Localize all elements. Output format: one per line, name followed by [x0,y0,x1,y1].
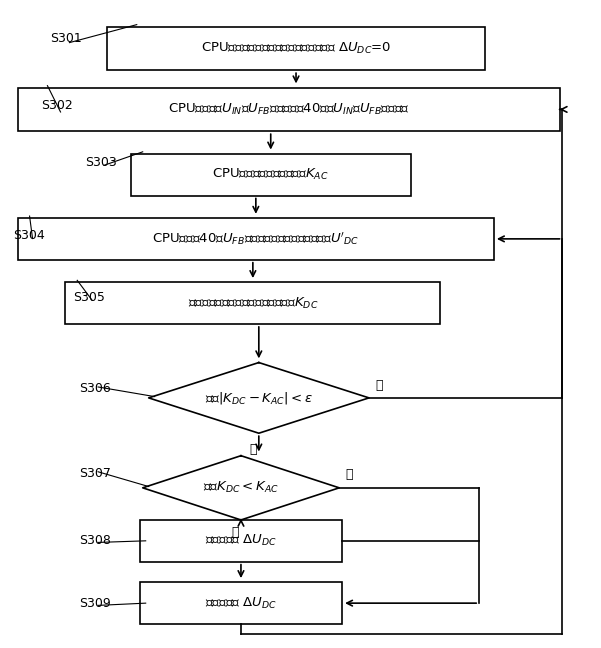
Text: 计算当前反馈网络偏置电压衰减系数$K_{DC}$: 计算当前反馈网络偏置电压衰减系数$K_{DC}$ [188,295,318,310]
Text: 是: 是 [231,526,239,539]
Text: 判断$|K_{DC}-K_{AC}|<\varepsilon$: 判断$|K_{DC}-K_{AC}|<\varepsilon$ [205,390,313,406]
Text: CPU控制偏置补偿生成模块输出补偿电压 $\Delta U_{DC}$=0: CPU控制偏置补偿生成模块输出补偿电压 $\Delta U_{DC}$=0 [201,41,391,56]
Text: S305: S305 [73,290,105,303]
Text: S306: S306 [79,382,111,395]
FancyBboxPatch shape [139,520,342,562]
FancyBboxPatch shape [139,583,342,624]
Text: S301: S301 [50,32,82,45]
Text: CPU对至少40个$U_{FB}$求平均获得当前反馈网络中的$U'_{DC}$: CPU对至少40个$U_{FB}$求平均获得当前反馈网络中的$U'_{DC}$ [152,231,359,247]
Text: CPU计算交流信号衰减系数$K_{AC}$: CPU计算交流信号衰减系数$K_{AC}$ [212,167,329,182]
FancyBboxPatch shape [17,87,560,132]
Text: S307: S307 [79,467,111,480]
FancyBboxPatch shape [66,283,441,324]
FancyBboxPatch shape [107,27,485,70]
Text: 判断$K_{DC}<K_{AC}$: 判断$K_{DC}<K_{AC}$ [203,480,279,495]
Text: S304: S304 [13,229,45,242]
Text: 按步长增加 $\Delta U_{DC}$: 按步长增加 $\Delta U_{DC}$ [205,533,277,548]
FancyBboxPatch shape [131,154,410,196]
FancyBboxPatch shape [17,218,494,260]
Text: S309: S309 [79,597,111,610]
Text: 是: 是 [375,378,382,391]
Text: S302: S302 [41,99,73,112]
Text: 否: 否 [345,469,353,481]
Text: 否: 否 [249,443,257,456]
Text: CPU同步采样$U_{IN}$和$U_{FB}$，获得至少40组（$U_{IN}$，$U_{FB}$）采样点: CPU同步采样$U_{IN}$和$U_{FB}$，获得至少40组（$U_{IN}… [168,102,409,117]
Text: S303: S303 [85,156,117,168]
Text: S308: S308 [79,534,111,547]
Text: 按步长减少 $\Delta U_{DC}$: 按步长减少 $\Delta U_{DC}$ [205,596,277,610]
